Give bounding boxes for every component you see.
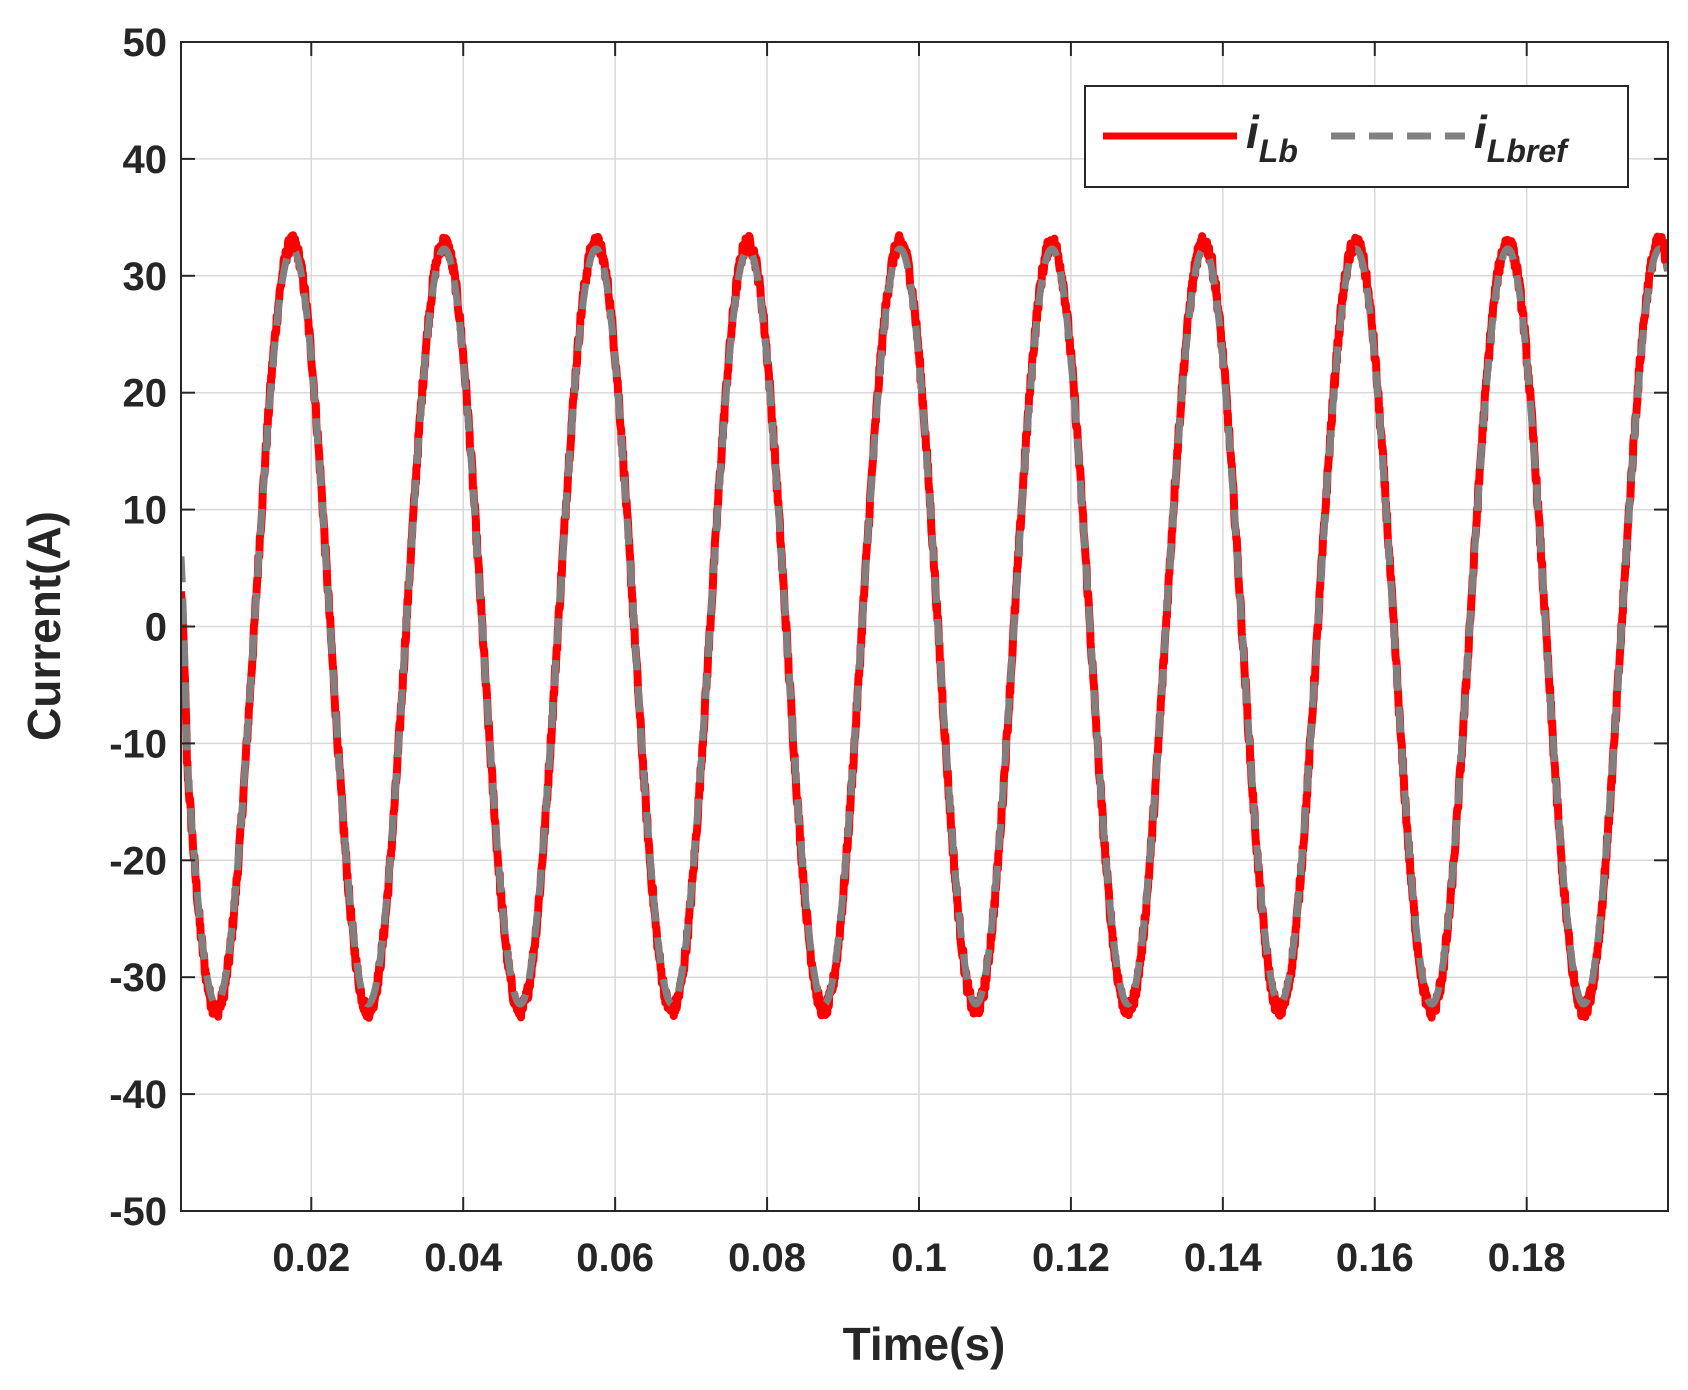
series-lines (181, 231, 1668, 1022)
legend-label-i-lbref: iLbref (1474, 106, 1570, 169)
x-tick-labels: 0.02 0.04 0.06 0.08 0.1 0.12 0.14 0.16 0.18 (272, 1236, 1565, 1280)
y-tick-label: -40 (109, 1073, 167, 1117)
y-tick-label: 10 (123, 489, 168, 533)
x-tick-label: 0.06 (576, 1236, 654, 1280)
x-tick-label: 0.12 (1032, 1236, 1110, 1280)
y-tick-label: 50 (123, 21, 168, 65)
y-tick-label: -30 (109, 956, 167, 1000)
legend: iLb iLbref (1084, 85, 1629, 188)
y-tick-label: 30 (123, 255, 168, 299)
x-tick-label: 0.18 (1488, 1236, 1566, 1280)
y-tick-label: -20 (109, 839, 167, 883)
y-tick-label: -50 (109, 1190, 167, 1234)
y-tick-label: -10 (109, 722, 167, 766)
legend-label-i-lb: iLb (1246, 106, 1298, 169)
y-tick-label: 0 (145, 606, 167, 650)
x-axis-title: Time(s) (843, 1318, 1006, 1370)
series-line-i-lbref (181, 245, 1668, 1008)
x-tick-label: 0.02 (272, 1236, 350, 1280)
x-tick-label: 0.1 (891, 1236, 947, 1280)
y-tick-label: 40 (123, 138, 168, 182)
x-tick-label: 0.16 (1336, 1236, 1414, 1280)
x-tick-label: 0.08 (728, 1236, 806, 1280)
y-tick-labels: -50 -40 -30 -20 -10 0 10 20 30 40 50 (109, 21, 167, 1234)
y-axis-title: Current(A) (18, 511, 70, 741)
axis-ticks (181, 41, 1668, 1212)
y-tick-label: 20 (123, 372, 168, 416)
x-tick-label: 0.14 (1184, 1236, 1263, 1280)
x-tick-label: 0.04 (424, 1236, 503, 1280)
